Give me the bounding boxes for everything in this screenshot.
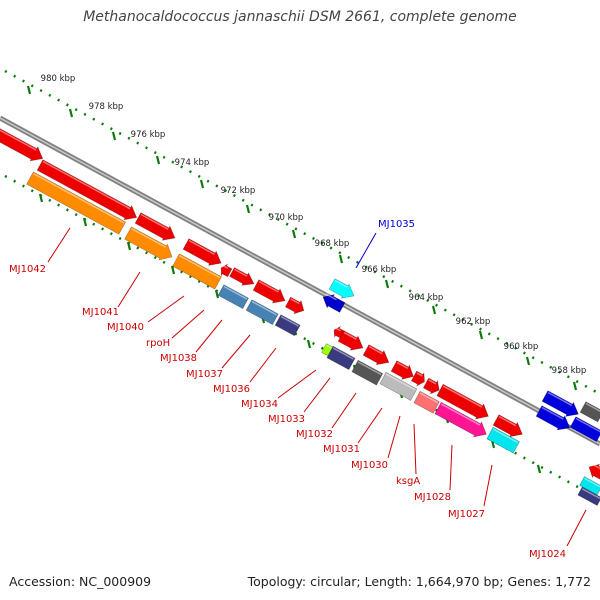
leader-line bbox=[355, 232, 377, 269]
gene-feature bbox=[337, 330, 364, 351]
tick-label: 970 kbp bbox=[269, 213, 304, 223]
tick-label: 976 kbp bbox=[131, 130, 166, 140]
gene-feature bbox=[436, 383, 489, 420]
gene-feature bbox=[541, 390, 579, 417]
leader-line bbox=[357, 407, 383, 444]
gene-feature bbox=[182, 238, 222, 266]
gene-feature bbox=[492, 414, 523, 437]
tick-label: 972 kbp bbox=[221, 186, 256, 196]
leader-line bbox=[449, 444, 453, 491]
tick-label: 960 kbp bbox=[504, 342, 539, 352]
gene-label: MJ1036 bbox=[213, 384, 250, 395]
gene-feature bbox=[274, 314, 301, 337]
leader-line bbox=[483, 464, 493, 507]
leader-line bbox=[117, 271, 141, 308]
leader-line bbox=[413, 423, 417, 475]
gene-feature bbox=[252, 279, 286, 304]
gene-label: MJ1032 bbox=[296, 429, 333, 440]
leader-line bbox=[195, 319, 223, 353]
gene-label: MJ1034 bbox=[241, 399, 278, 410]
gene-feature bbox=[229, 267, 255, 286]
gene-label: MJ1041 bbox=[82, 307, 119, 318]
gene-feature bbox=[217, 284, 249, 310]
leader-line bbox=[277, 369, 317, 399]
gene-label: MJ1028 bbox=[414, 492, 451, 503]
accession-text: Accession: NC_000909 bbox=[9, 574, 152, 589]
tick-label: 962 kbp bbox=[456, 317, 491, 327]
leader-line bbox=[47, 227, 71, 263]
gene-feature bbox=[579, 476, 600, 496]
leader-line bbox=[387, 415, 401, 459]
gene-feature bbox=[351, 359, 384, 386]
gene-feature bbox=[579, 401, 600, 423]
genome-summary-text: Topology: circular; Length: 1,664,970 bp… bbox=[247, 574, 591, 589]
tick-label: 974 kbp bbox=[175, 158, 210, 168]
gene-feature bbox=[569, 416, 600, 443]
leader-line bbox=[303, 377, 331, 413]
gene-feature bbox=[322, 293, 346, 313]
gene-feature bbox=[422, 377, 440, 395]
leader-line bbox=[331, 392, 357, 429]
tick-marks bbox=[26, 85, 588, 499]
gene-label: MJ1024 bbox=[529, 549, 566, 560]
gene-feature bbox=[284, 296, 305, 315]
gene-feature bbox=[328, 278, 355, 299]
gene-label: MJ1037 bbox=[186, 369, 223, 380]
tick-label: 980 kbp bbox=[41, 74, 76, 84]
tick-label: 964 kbp bbox=[409, 293, 444, 303]
gene-feature bbox=[434, 401, 487, 438]
gene-label: MJ1035 bbox=[378, 219, 415, 230]
gene-label: MJ1031 bbox=[323, 444, 360, 455]
gene-feature bbox=[326, 345, 356, 371]
leader-line bbox=[566, 509, 587, 547]
gene-label: MJ1033 bbox=[268, 414, 305, 425]
gene-label: MJ1030 bbox=[351, 460, 388, 471]
gene-feature bbox=[124, 226, 173, 261]
gene-label: rpoH bbox=[146, 338, 170, 349]
tick-label: 958 kbp bbox=[552, 366, 587, 376]
gene-feature bbox=[0, 124, 44, 162]
gene-feature bbox=[390, 360, 414, 380]
map-title: Methanocaldococcus jannaschii DSM 2661, … bbox=[83, 9, 517, 25]
gene-label: MJ1042 bbox=[9, 264, 46, 275]
gene-feature bbox=[486, 426, 520, 454]
gene-label: MJ1040 bbox=[107, 322, 144, 333]
gene-feature bbox=[362, 344, 390, 366]
gene-feature bbox=[245, 299, 279, 326]
tick-label: 966 kbp bbox=[362, 265, 397, 275]
leader-line bbox=[221, 334, 251, 369]
gene-feature bbox=[577, 486, 600, 506]
tick-label: 978 kbp bbox=[89, 102, 124, 112]
gene-label: MJ1027 bbox=[448, 509, 485, 520]
tick-label: 968 kbp bbox=[315, 239, 350, 249]
gene-feature bbox=[413, 390, 440, 414]
gene-feature bbox=[36, 159, 138, 221]
leader-line bbox=[147, 295, 185, 323]
gene-feature bbox=[172, 253, 222, 290]
gene-feature bbox=[379, 371, 418, 401]
leader-line bbox=[249, 347, 277, 383]
gene-label: MJ1038 bbox=[160, 353, 197, 364]
leader-line bbox=[171, 309, 205, 339]
gene-feature bbox=[26, 171, 127, 235]
gene-feature bbox=[535, 405, 571, 431]
gene-features bbox=[0, 124, 600, 506]
label-leader-lines bbox=[47, 227, 587, 547]
gene-feature bbox=[410, 370, 425, 387]
gene-feature bbox=[134, 212, 176, 241]
gene-feature bbox=[220, 263, 233, 278]
tick-labels: 980 kbp 978 kbp 976 kbp 974 kbp 972 kbp 970 k… bbox=[41, 74, 587, 376]
gene-label: ksgA bbox=[396, 476, 420, 487]
